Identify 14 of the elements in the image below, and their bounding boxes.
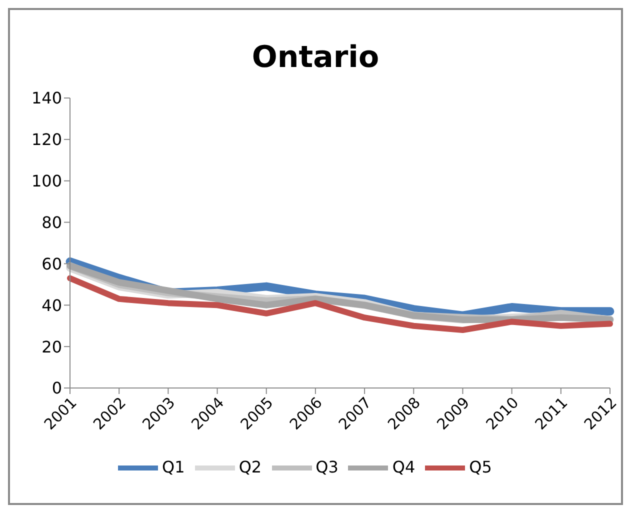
y-tick-label: 40 — [42, 296, 62, 315]
y-tick-label: 100 — [31, 172, 62, 191]
legend-label: Q5 — [469, 457, 492, 476]
legend-label: Q2 — [238, 457, 262, 476]
y-tick-label: 20 — [42, 337, 62, 356]
legend-label: Q3 — [316, 457, 338, 476]
legend-label: Q1 — [162, 457, 185, 476]
y-tick-label: 0 — [52, 378, 62, 398]
chart-title: Ontario — [250, 40, 380, 77]
y-tick-label: 120 — [31, 130, 62, 150]
legend-label: Q4 — [392, 457, 416, 476]
y-tick-label: 140 — [31, 88, 62, 108]
y-tick-label: 60 — [42, 254, 62, 274]
y-tick-label: 80 — [42, 212, 62, 232]
